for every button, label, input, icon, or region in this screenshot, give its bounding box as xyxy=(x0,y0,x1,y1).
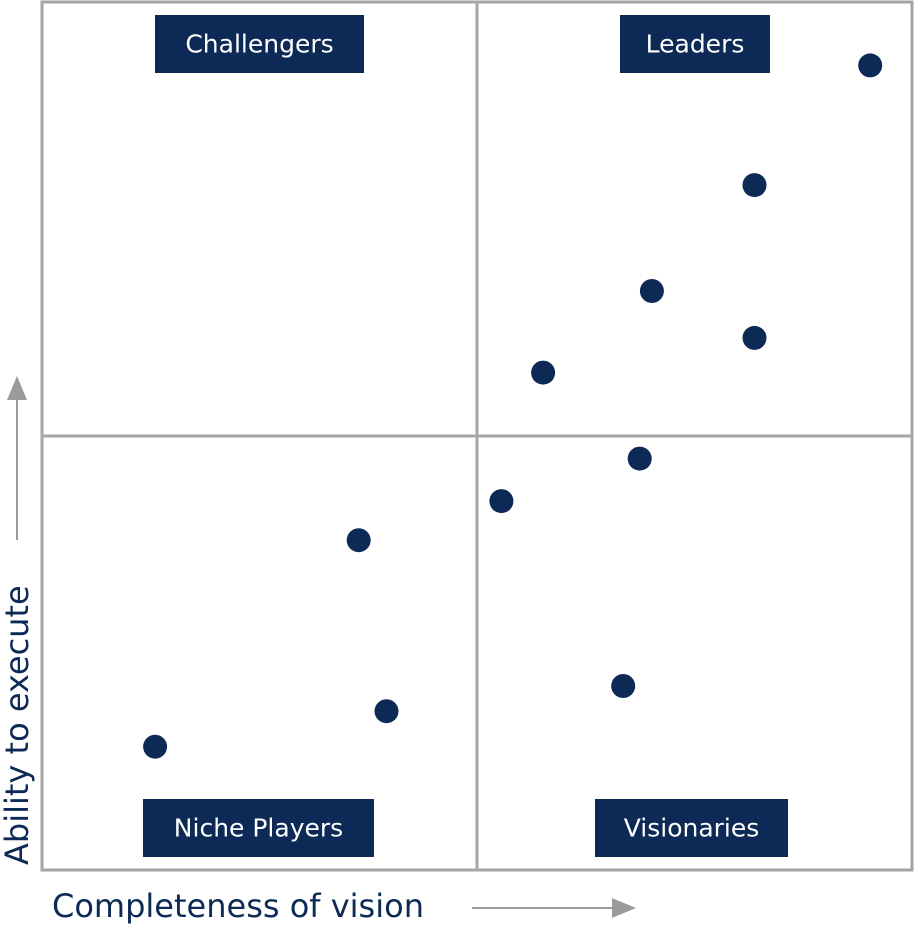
quadrant-label-visionaries-bg xyxy=(595,799,788,857)
quadrant-label-leaders-text: Leaders xyxy=(646,30,745,59)
quadrant-label-visionaries: Visionaries xyxy=(595,799,788,857)
quadrant-label-visionaries-text: Visionaries xyxy=(624,814,760,843)
y-axis-arrow-head xyxy=(7,376,27,400)
x-axis-arrow-head xyxy=(612,898,636,918)
quadrant-label-leaders: Leaders xyxy=(620,15,770,73)
quadrant-label-challengers: Challengers xyxy=(155,15,364,73)
data-point-7 xyxy=(489,489,514,514)
data-point-3 xyxy=(639,279,664,303)
quadrant-label-challengers-text: Challengers xyxy=(185,30,333,59)
quadrant-label-leaders-bg xyxy=(620,15,770,73)
data-point-10 xyxy=(374,699,399,724)
quadrant-label-challengers-bg xyxy=(155,15,364,73)
quadrant-label-niche-players-text: Niche Players xyxy=(174,814,343,843)
quadrant-label-niche-players: Niche Players xyxy=(143,799,374,857)
data-point-5 xyxy=(531,360,556,385)
data-point-4 xyxy=(742,325,767,350)
data-point-2 xyxy=(742,173,767,198)
y-axis-title: Ability to execute xyxy=(0,585,36,865)
data-point-1 xyxy=(858,53,883,78)
points-layer xyxy=(143,53,883,759)
data-point-11 xyxy=(143,734,168,759)
quadrant-label-niche-players-bg xyxy=(143,799,374,857)
x-axis-title: Completeness of vision xyxy=(52,887,424,925)
data-point-9 xyxy=(611,674,636,698)
data-point-8 xyxy=(346,528,371,553)
data-point-6 xyxy=(627,446,652,471)
